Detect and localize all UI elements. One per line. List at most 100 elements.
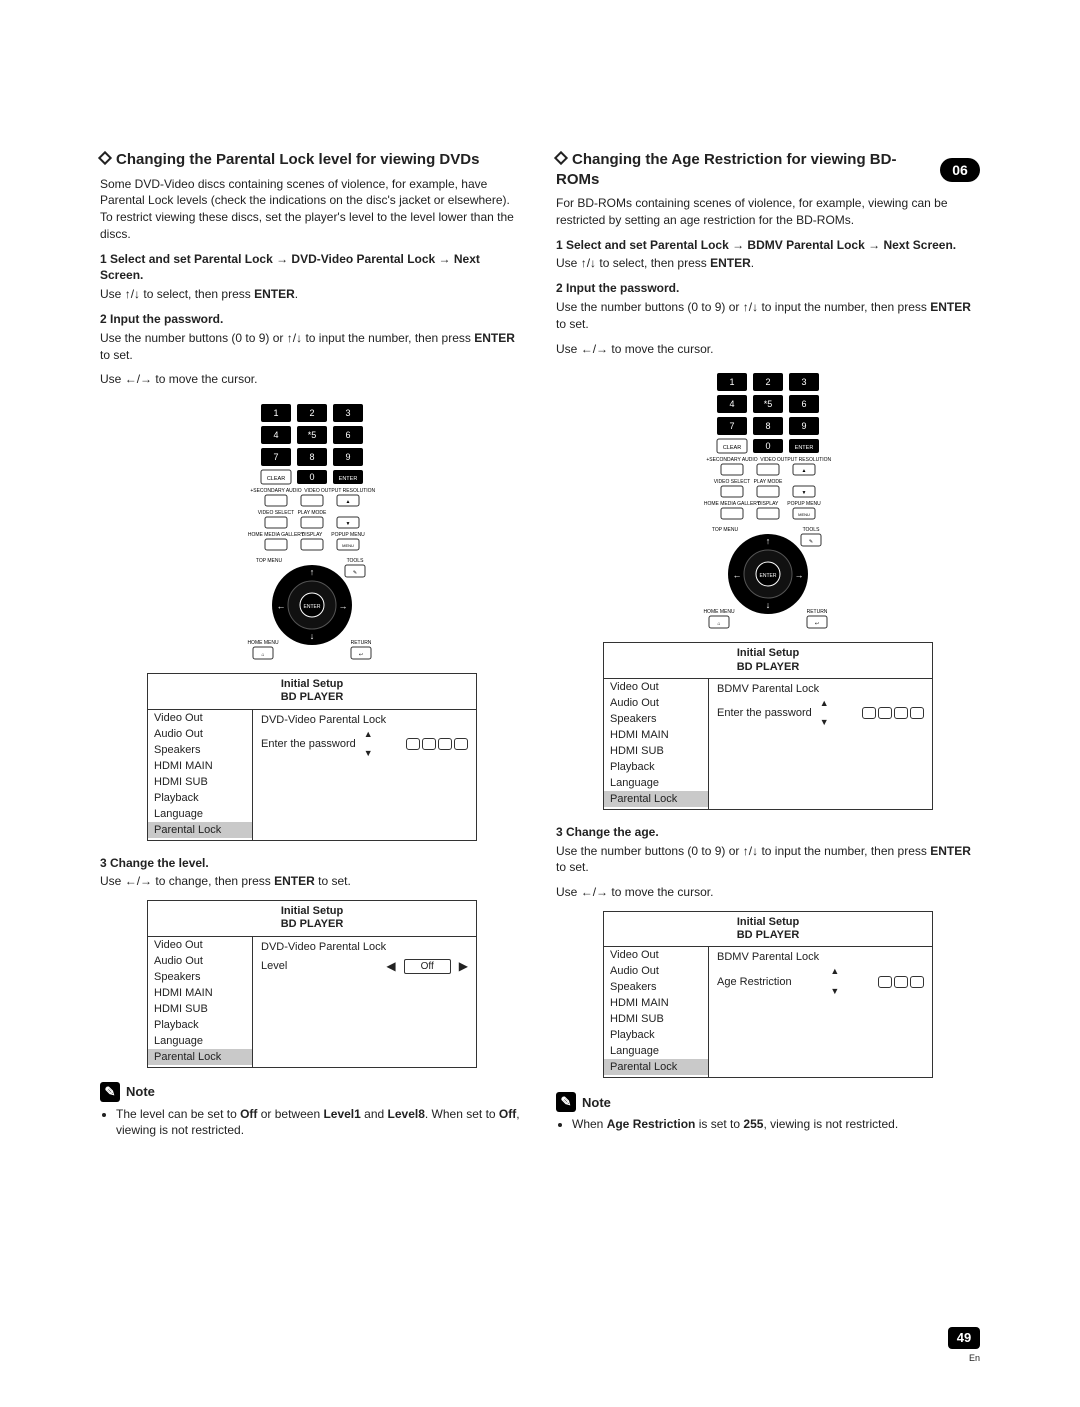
menu-item: Audio Out: [148, 953, 252, 969]
svg-text:ENTER: ENTER: [304, 604, 321, 610]
svg-text:8: 8: [765, 421, 770, 431]
svg-text:4: 4: [273, 430, 278, 440]
svg-text:⌂: ⌂: [261, 652, 264, 658]
svg-text:1: 1: [729, 377, 734, 387]
svg-text:←: ←: [277, 601, 286, 611]
note-list: The level can be set to Off or between L…: [100, 1106, 524, 1140]
menu-item: Playback: [148, 790, 252, 806]
right-intro: For BD-ROMs containing scenes of violenc…: [556, 195, 980, 229]
menu-item: Video Out: [604, 679, 708, 695]
menu-item: Video Out: [148, 710, 252, 726]
left-heading: Changing the Parental Lock level for vie…: [100, 150, 524, 170]
left-step3-lead: 3 Change the level.: [100, 855, 524, 872]
heading-text: Changing the Age Restriction for viewing…: [556, 151, 896, 188]
svg-text:MENU: MENU: [342, 543, 354, 548]
svg-text:▲: ▲: [802, 468, 807, 474]
svg-text:1: 1: [273, 408, 278, 418]
svg-text:←: ←: [733, 570, 742, 580]
menu-item: HDMI MAIN: [604, 727, 708, 743]
svg-text:↓: ↓: [766, 600, 771, 610]
content-title: DVD-Video Parental Lock: [261, 941, 468, 953]
svg-text:RETURN: RETURN: [807, 609, 828, 615]
level-value: Off: [404, 959, 451, 974]
svg-text:+SECONDARY AUDIO: +SECONDARY AUDIO: [706, 457, 757, 463]
menu-item: HDMI MAIN: [148, 985, 252, 1001]
bullet-diamond-icon: [554, 151, 568, 165]
svg-text:6: 6: [801, 399, 806, 409]
svg-text:DISPLAY: DISPLAY: [758, 501, 779, 507]
left-step3-body: Use ←/→ to change, then press ENTER to s…: [100, 873, 524, 890]
remote-diagram: 1 2 3 4 *5 6 7 8 9 CLEAR 0 ENTER +SECOND…: [556, 369, 980, 632]
right-heading: Changing the Age Restriction for viewing…: [556, 150, 980, 189]
content-title: BDMV Parental Lock: [717, 951, 924, 963]
svg-text:→: →: [795, 570, 804, 580]
row-label: Enter the password: [261, 738, 356, 750]
svg-text:↑: ↑: [310, 567, 315, 577]
row-label: Age Restriction: [717, 976, 792, 988]
svg-text:3: 3: [801, 377, 806, 387]
right-step3-body: Use the number buttons (0 to 9) or ↑/↓ t…: [556, 843, 980, 877]
svg-text:7: 7: [273, 452, 278, 462]
svg-text:VIDEO SELECT: VIDEO SELECT: [714, 479, 750, 485]
svg-text:HOME MENU: HOME MENU: [703, 609, 735, 615]
svg-text:→: →: [339, 601, 348, 611]
svg-text:3: 3: [345, 408, 350, 418]
svg-text:PLAY MODE: PLAY MODE: [754, 479, 783, 485]
setup-header: Initial SetupBD PLAYER: [604, 912, 932, 947]
up-down-arrows-icon: ▲▼: [364, 732, 373, 757]
svg-text:ENTER: ENTER: [760, 573, 777, 579]
left-step2-body: Use the number buttons (0 to 9) or ↑/↓ t…: [100, 330, 524, 364]
right-arrow-icon: ▶: [459, 959, 468, 973]
right-step1-body: Use ↑/↓ to select, then press ENTER.: [556, 255, 980, 272]
setup-header: Initial SetupBD PLAYER: [148, 901, 476, 936]
right-step3-lead: 3 Change the age.: [556, 824, 980, 841]
menu-item: Playback: [604, 759, 708, 775]
svg-text:VIDEO: VIDEO: [760, 457, 776, 463]
svg-text:▼: ▼: [802, 490, 807, 496]
right-step2-lead: 2 Input the password.: [556, 280, 980, 297]
note-pencil-icon: ✎: [556, 1092, 576, 1112]
svg-text:*5: *5: [308, 430, 317, 440]
menu-item: Audio Out: [148, 726, 252, 742]
up-down-arrow-icon: ↑/↓: [125, 287, 140, 301]
svg-text:↑: ↑: [766, 536, 771, 546]
remote-diagram: 1 2 3 4 *5 6 7 8 9 CLEAR 0 ENTER +SECOND…: [100, 400, 524, 663]
menu-item: HDMI SUB: [148, 774, 252, 790]
menu-item: Video Out: [148, 937, 252, 953]
up-down-arrows-icon: ▲▼: [820, 701, 829, 726]
menu-item-selected: Parental Lock: [148, 1049, 252, 1065]
svg-text:2: 2: [765, 377, 770, 387]
right-cursor-line: Use ←/→ to move the cursor.: [556, 341, 980, 358]
menu-item: Video Out: [604, 947, 708, 963]
menu-item: Language: [604, 775, 708, 791]
menu-item: Audio Out: [604, 695, 708, 711]
page-number: 49: [948, 1327, 980, 1349]
right-step1-lead: 1 Select and set Parental Lock → BDMV Pa…: [556, 237, 980, 254]
menu-item: HDMI SUB: [604, 743, 708, 759]
row-label: Enter the password: [717, 707, 812, 719]
left-cursor-line: Use ←/→ to move the cursor.: [100, 371, 524, 388]
menu-item: HDMI SUB: [604, 1011, 708, 1027]
note-label: Note: [582, 1095, 611, 1110]
menu-item: Speakers: [148, 742, 252, 758]
menu-item: Speakers: [604, 711, 708, 727]
right-step2-body: Use the number buttons (0 to 9) or ↑/↓ t…: [556, 299, 980, 333]
svg-text:9: 9: [345, 452, 350, 462]
svg-text:↩: ↩: [359, 652, 363, 658]
menu-item: HDMI MAIN: [604, 995, 708, 1011]
menu-item-selected: Parental Lock: [604, 791, 708, 807]
two-column-layout: Changing the Parental Lock level for vie…: [100, 150, 980, 1139]
heading-text: Changing the Parental Lock level for vie…: [116, 151, 479, 168]
menu-item-selected: Parental Lock: [148, 822, 252, 838]
left-right-arrow-icon: ←/→: [125, 874, 152, 888]
svg-text:MENU: MENU: [798, 512, 810, 517]
svg-text:RETURN: RETURN: [351, 640, 372, 646]
svg-text:7: 7: [729, 421, 734, 431]
note-list: When Age Restriction is set to 255, view…: [556, 1116, 980, 1133]
menu-item: Speakers: [148, 969, 252, 985]
svg-text:+SECONDARY AUDIO: +SECONDARY AUDIO: [250, 488, 301, 494]
setup-menu: Video Out Audio Out Speakers HDMI MAIN H…: [148, 937, 253, 1067]
menu-item: Language: [148, 806, 252, 822]
up-down-arrow-icon: ↑/↓: [743, 300, 758, 314]
setup-menu: Video Out Audio Out Speakers HDMI MAIN H…: [604, 947, 709, 1077]
